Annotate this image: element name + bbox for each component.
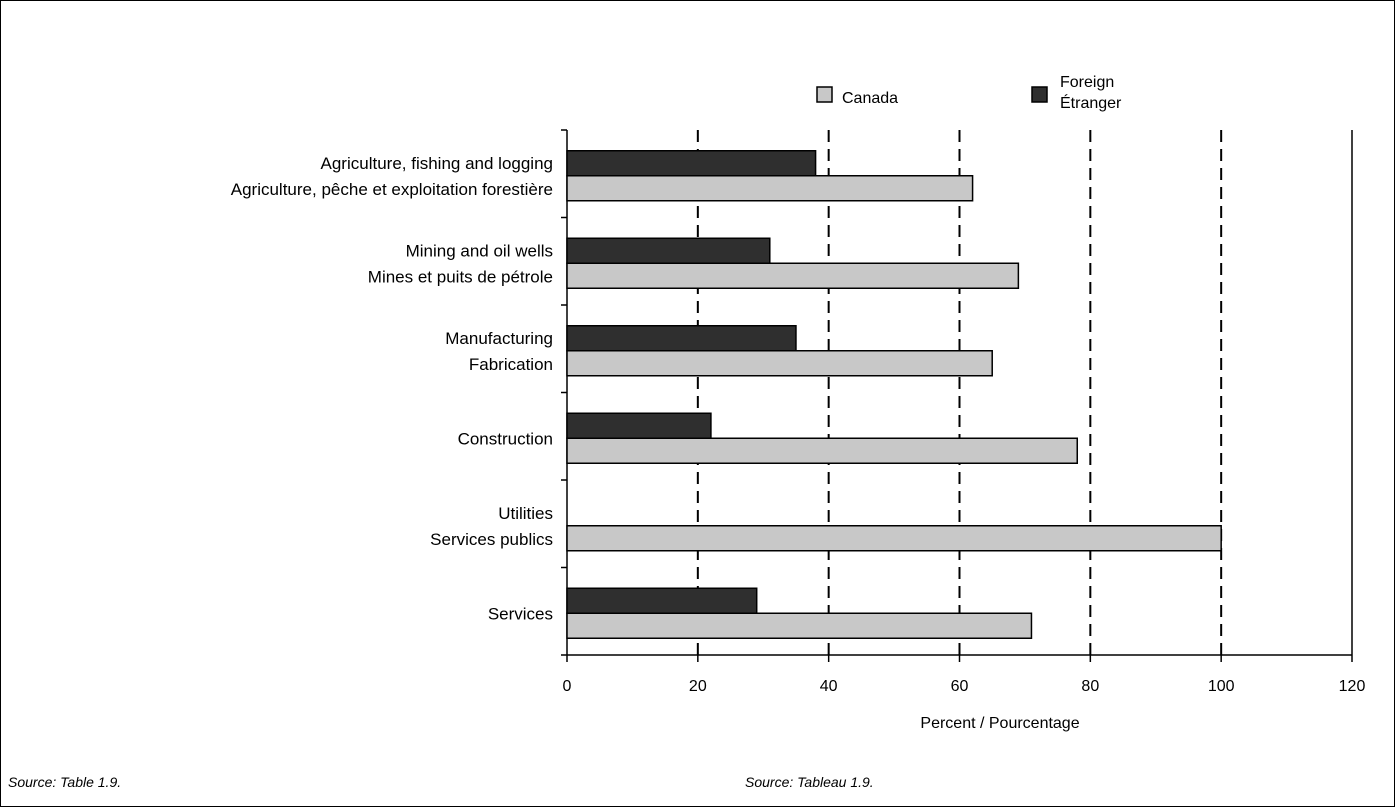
category-label-0-0: Agriculture, fishing and logging xyxy=(321,154,553,173)
category-label-1-1: Mines et puits de pétrole xyxy=(368,267,553,286)
category-label-0-1: Agriculture, pêche et exploitation fores… xyxy=(231,180,553,199)
x-tick-label-100: 100 xyxy=(1208,678,1235,695)
bar-foreign-5 xyxy=(566,587,758,614)
bar-canada-4 xyxy=(566,525,1222,552)
category-label-1-0: Mining and oil wells xyxy=(406,241,553,260)
legend-label-foreign-0: Foreign xyxy=(1060,74,1114,91)
legend-swatch-foreign xyxy=(1031,86,1048,103)
bar-canada-1 xyxy=(566,262,1020,289)
legend-label-foreign-1: Étranger xyxy=(1060,93,1122,112)
x-tick-label-20: 20 xyxy=(689,678,707,695)
category-label-2-0: Manufacturing xyxy=(445,329,553,348)
bar-canada-3 xyxy=(566,437,1078,464)
bar-canada-0 xyxy=(566,175,974,202)
legend-label-canada-0: Canada xyxy=(842,90,898,107)
category-label-3-0: Construction xyxy=(458,429,553,448)
bar-canada-2 xyxy=(566,350,993,377)
x-tick-label-40: 40 xyxy=(820,678,838,695)
x-tick-label-0: 0 xyxy=(563,678,572,695)
category-label-5-0: Services xyxy=(488,604,553,623)
x-tick-label-120: 120 xyxy=(1339,678,1366,695)
x-tick-label-60: 60 xyxy=(951,678,969,695)
source-fr: Source: Tableau 1.9. xyxy=(745,774,874,790)
bar-canada-5 xyxy=(566,612,1033,639)
bar-foreign-2 xyxy=(566,325,797,352)
x-tick-label-80: 80 xyxy=(1081,678,1099,695)
legend-swatch-canada xyxy=(816,86,833,103)
category-label-4-0: Utilities xyxy=(498,504,553,523)
source-en: Source: Table 1.9. xyxy=(8,774,121,790)
bar-foreign-0 xyxy=(566,150,817,177)
category-label-2-1: Fabrication xyxy=(469,355,553,374)
bar-foreign-1 xyxy=(566,237,771,264)
x-axis-title: Percent / Pourcentage xyxy=(920,715,1079,732)
bar-foreign-3 xyxy=(566,412,712,439)
category-label-4-1: Services publics xyxy=(430,530,553,549)
